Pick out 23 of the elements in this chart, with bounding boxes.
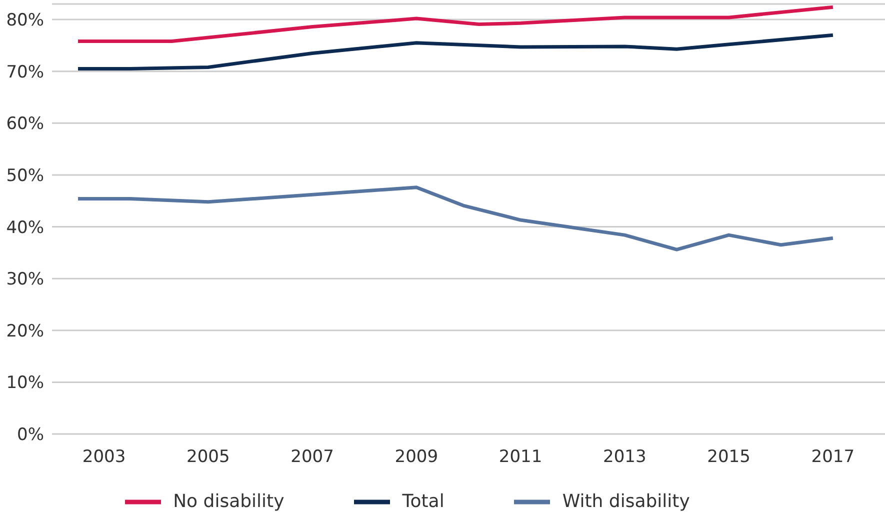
x-tick-label: 2013 xyxy=(603,447,646,468)
line-series xyxy=(76,186,835,252)
y-tick-label: 20% xyxy=(6,321,44,342)
legend-label: With disability xyxy=(562,490,690,512)
line-series xyxy=(76,5,835,44)
y-tick-label: 10% xyxy=(6,373,44,394)
y-tick-label: 0% xyxy=(17,425,44,446)
x-tick-label: 2007 xyxy=(290,447,334,468)
legend-label: Total xyxy=(402,490,444,512)
y-tick-label: 50% xyxy=(6,166,44,186)
x-tick-label: 2009 xyxy=(394,447,438,468)
y-tick-label: 70% xyxy=(6,62,44,82)
y-tick-label: 30% xyxy=(6,270,44,290)
x-tick-label: 2017 xyxy=(811,447,855,468)
x-tick-label: 2011 xyxy=(498,447,542,468)
y-tick-label: 40% xyxy=(6,218,44,238)
x-tick-label: 2003 xyxy=(82,447,126,468)
x-tick-label: 2015 xyxy=(707,447,750,468)
x-tick-label: 2005 xyxy=(186,447,230,468)
legend-label: No disability xyxy=(173,490,284,512)
line-series xyxy=(76,33,835,71)
y-tick-label: 60% xyxy=(6,114,44,134)
y-tick-label: 80% xyxy=(6,10,44,31)
